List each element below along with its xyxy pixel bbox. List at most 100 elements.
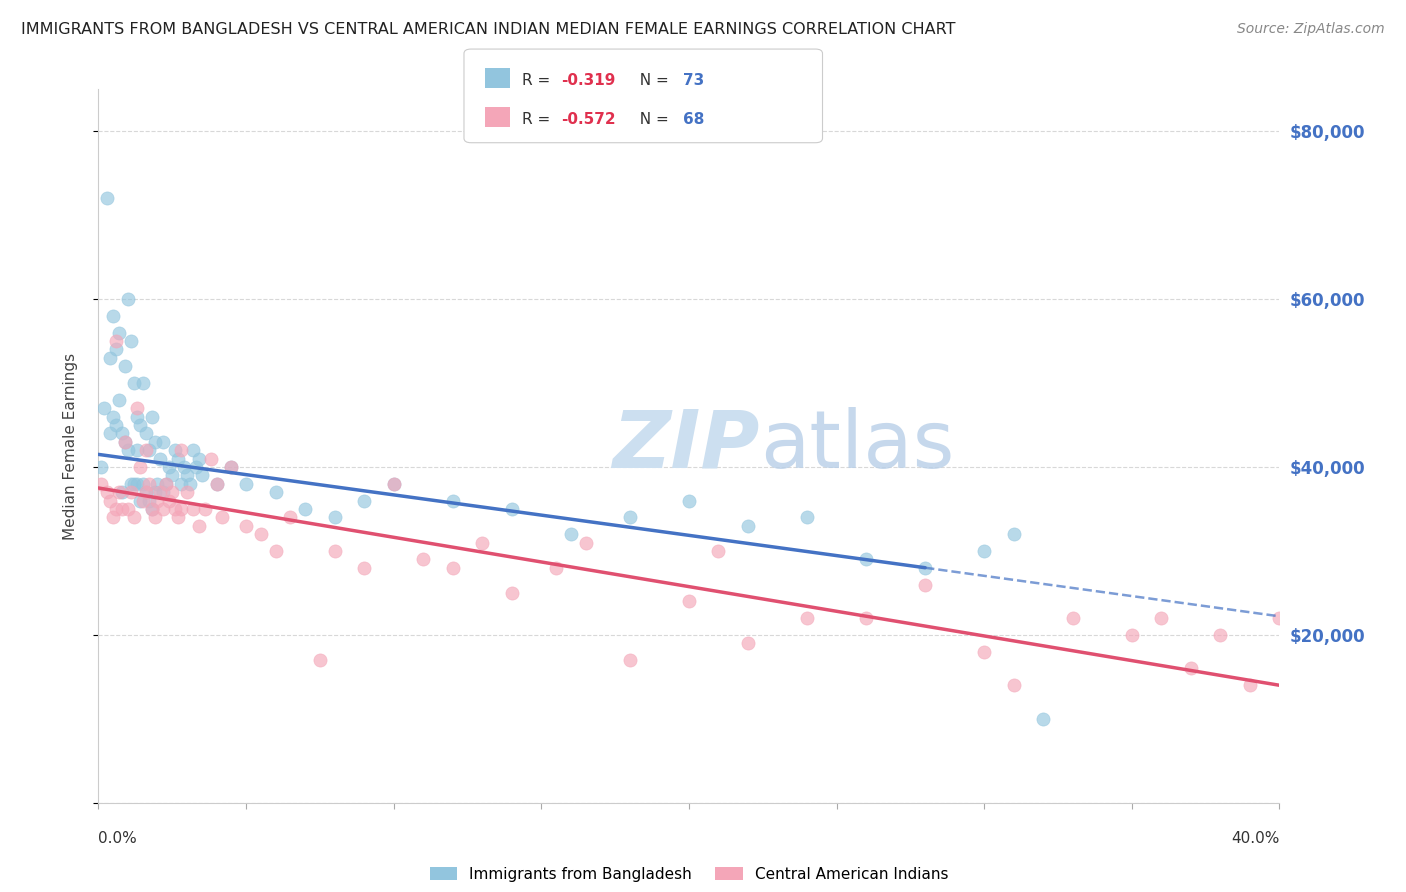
Point — [973, 544, 995, 558]
Point — [678, 493, 700, 508]
Point — [205, 476, 228, 491]
Point — [157, 493, 180, 508]
Point — [122, 510, 145, 524]
Point — [122, 476, 145, 491]
Point — [441, 493, 464, 508]
Point — [146, 476, 169, 491]
Point — [103, 309, 125, 323]
Point — [1209, 628, 1232, 642]
Point — [98, 426, 121, 441]
Point — [111, 426, 134, 441]
Point — [353, 493, 375, 508]
Point — [181, 502, 204, 516]
Point — [132, 376, 155, 390]
Point — [105, 502, 128, 516]
Point — [135, 443, 157, 458]
Point — [1239, 678, 1261, 692]
Point — [914, 577, 936, 591]
Point — [264, 485, 287, 500]
Point — [103, 409, 125, 424]
Point — [98, 493, 121, 508]
Point — [1032, 712, 1054, 726]
Point — [143, 434, 166, 449]
Point — [173, 460, 195, 475]
Text: 68: 68 — [683, 112, 704, 128]
Point — [143, 510, 166, 524]
Point — [707, 544, 730, 558]
Point — [501, 586, 523, 600]
Point — [135, 485, 157, 500]
Point — [211, 510, 233, 524]
Point — [170, 443, 193, 458]
Point — [219, 460, 242, 475]
Text: N =: N = — [630, 112, 673, 128]
Point — [219, 460, 242, 475]
Point — [141, 502, 163, 516]
Point — [96, 191, 118, 205]
Point — [546, 560, 568, 574]
Point — [412, 552, 434, 566]
Y-axis label: Median Female Earnings: Median Female Earnings — [63, 352, 77, 540]
Text: 40.0%: 40.0% — [1232, 831, 1279, 846]
Point — [117, 502, 139, 516]
Point — [152, 434, 174, 449]
Point — [278, 510, 302, 524]
Point — [135, 426, 157, 441]
Point — [90, 476, 112, 491]
Point — [141, 409, 163, 424]
Text: ZIP: ZIP — [613, 407, 759, 485]
Point — [125, 476, 148, 491]
Legend: Immigrants from Bangladesh, Central American Indians: Immigrants from Bangladesh, Central Amer… — [423, 861, 955, 888]
Point — [187, 518, 209, 533]
Point — [114, 359, 136, 374]
Point — [128, 460, 150, 475]
Text: Source: ZipAtlas.com: Source: ZipAtlas.com — [1237, 22, 1385, 37]
Point — [1121, 628, 1143, 642]
Point — [1268, 611, 1291, 625]
Text: -0.319: -0.319 — [561, 73, 616, 88]
Point — [560, 527, 582, 541]
Point — [146, 493, 169, 508]
Point — [165, 502, 187, 516]
Point — [855, 611, 877, 625]
Point — [108, 392, 131, 407]
Point — [152, 502, 174, 516]
Point — [1002, 527, 1025, 541]
Text: R =: R = — [522, 73, 555, 88]
Text: 0.0%: 0.0% — [98, 831, 138, 846]
Point — [128, 493, 150, 508]
Text: R =: R = — [522, 112, 555, 128]
Point — [114, 434, 136, 449]
Point — [855, 552, 877, 566]
Point — [471, 535, 494, 549]
Point — [323, 510, 346, 524]
Point — [194, 502, 217, 516]
Point — [162, 485, 183, 500]
Point — [105, 417, 128, 432]
Point — [1062, 611, 1084, 625]
Point — [200, 451, 222, 466]
Point — [155, 476, 177, 491]
Point — [796, 611, 818, 625]
Text: 73: 73 — [683, 73, 704, 88]
Point — [103, 510, 125, 524]
Point — [619, 510, 641, 524]
Point — [93, 401, 115, 416]
Point — [187, 451, 209, 466]
Point — [122, 376, 145, 390]
Point — [98, 351, 121, 365]
Point — [737, 518, 759, 533]
Point — [382, 476, 405, 491]
Point — [205, 476, 228, 491]
Point — [737, 636, 759, 650]
Point — [165, 443, 187, 458]
Point — [125, 401, 148, 416]
Point — [167, 510, 190, 524]
Point — [181, 443, 204, 458]
Point — [1180, 661, 1202, 675]
Point — [678, 594, 700, 608]
Point — [796, 510, 818, 524]
Point — [149, 485, 172, 500]
Point — [152, 485, 174, 500]
Point — [1002, 678, 1025, 692]
